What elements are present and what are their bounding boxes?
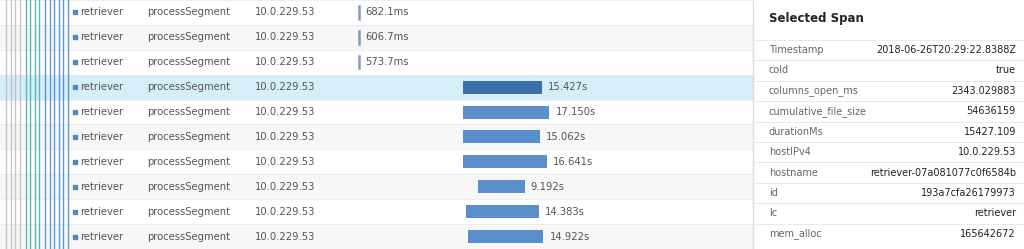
- Text: 10.0.229.53: 10.0.229.53: [957, 147, 1016, 157]
- Text: 2018-06-26T20:29:22.8388Z: 2018-06-26T20:29:22.8388Z: [876, 45, 1016, 55]
- Text: retriever: retriever: [81, 107, 124, 117]
- Text: retriever: retriever: [81, 32, 124, 42]
- Text: Timestamp: Timestamp: [769, 45, 823, 55]
- Text: processSegment: processSegment: [146, 57, 229, 67]
- Text: retriever: retriever: [974, 208, 1016, 218]
- Text: 14.922s: 14.922s: [550, 232, 590, 242]
- Text: id: id: [769, 188, 778, 198]
- Text: retriever: retriever: [81, 182, 124, 192]
- Bar: [463, 155, 547, 168]
- Text: 10.0.229.53: 10.0.229.53: [254, 132, 314, 142]
- Text: processSegment: processSegment: [146, 132, 229, 142]
- Text: 193a7cfa26179973: 193a7cfa26179973: [922, 188, 1016, 198]
- Text: 15.062s: 15.062s: [546, 132, 586, 142]
- Text: processSegment: processSegment: [146, 182, 229, 192]
- Text: mem_alloc: mem_alloc: [769, 228, 821, 239]
- Bar: [0, 0, 753, 25]
- Text: 10.0.229.53: 10.0.229.53: [254, 7, 314, 17]
- Text: retriever: retriever: [81, 232, 124, 242]
- Text: retriever: retriever: [81, 207, 124, 217]
- Text: 10.0.229.53: 10.0.229.53: [254, 107, 314, 117]
- Bar: [466, 205, 539, 218]
- Text: 10.0.229.53: 10.0.229.53: [254, 157, 314, 167]
- Bar: [463, 81, 542, 94]
- Text: 573.7ms: 573.7ms: [365, 57, 409, 67]
- Text: Selected Span: Selected Span: [769, 12, 864, 25]
- Text: retriever-07a081077c0f6584b: retriever-07a081077c0f6584b: [869, 168, 1016, 178]
- Text: 16.641s: 16.641s: [553, 157, 594, 167]
- Text: processSegment: processSegment: [146, 207, 229, 217]
- Bar: [0, 75, 753, 100]
- Text: processSegment: processSegment: [146, 107, 229, 117]
- Text: retriever: retriever: [81, 82, 124, 92]
- Text: processSegment: processSegment: [146, 7, 229, 17]
- Text: 15.427s: 15.427s: [548, 82, 588, 92]
- Text: cumulative_file_size: cumulative_file_size: [769, 106, 867, 117]
- Text: retriever: retriever: [81, 7, 124, 17]
- Text: 10.0.229.53: 10.0.229.53: [254, 82, 314, 92]
- Text: retriever: retriever: [81, 57, 124, 67]
- Text: 15427.109: 15427.109: [964, 127, 1016, 137]
- Bar: [0, 149, 753, 174]
- Bar: [0, 224, 753, 249]
- Bar: [0, 50, 753, 75]
- Text: cold: cold: [769, 65, 790, 75]
- Text: true: true: [995, 65, 1016, 75]
- Bar: [463, 106, 550, 119]
- Text: retriever: retriever: [81, 157, 124, 167]
- Bar: [463, 130, 540, 143]
- Text: 54636159: 54636159: [967, 106, 1016, 116]
- Text: 165642672: 165642672: [961, 229, 1016, 239]
- Text: retriever: retriever: [81, 132, 124, 142]
- Text: 10.0.229.53: 10.0.229.53: [254, 32, 314, 42]
- Bar: [0, 124, 753, 149]
- Text: hostname: hostname: [769, 168, 818, 178]
- Bar: [0, 199, 753, 224]
- Text: 10.0.229.53: 10.0.229.53: [254, 57, 314, 67]
- Text: 17.150s: 17.150s: [555, 107, 596, 117]
- Text: columns_open_ms: columns_open_ms: [769, 85, 859, 96]
- Text: processSegment: processSegment: [146, 32, 229, 42]
- Text: 10.0.229.53: 10.0.229.53: [254, 207, 314, 217]
- Text: hostIPv4: hostIPv4: [769, 147, 811, 157]
- Bar: [0, 174, 753, 199]
- Bar: [0, 100, 753, 124]
- Text: 606.7ms: 606.7ms: [365, 32, 409, 42]
- Text: processSegment: processSegment: [146, 82, 229, 92]
- Bar: [478, 180, 524, 193]
- Text: 2343.029883: 2343.029883: [951, 86, 1016, 96]
- Text: 9.192s: 9.192s: [530, 182, 564, 192]
- Text: 10.0.229.53: 10.0.229.53: [254, 232, 314, 242]
- Text: 682.1ms: 682.1ms: [365, 7, 409, 17]
- Bar: [468, 230, 544, 243]
- Text: 14.383s: 14.383s: [545, 207, 585, 217]
- Text: processSegment: processSegment: [146, 157, 229, 167]
- Text: 10.0.229.53: 10.0.229.53: [254, 182, 314, 192]
- Text: durationMs: durationMs: [769, 127, 823, 137]
- Bar: [0, 25, 753, 50]
- Text: lc: lc: [769, 208, 777, 218]
- Text: processSegment: processSegment: [146, 232, 229, 242]
